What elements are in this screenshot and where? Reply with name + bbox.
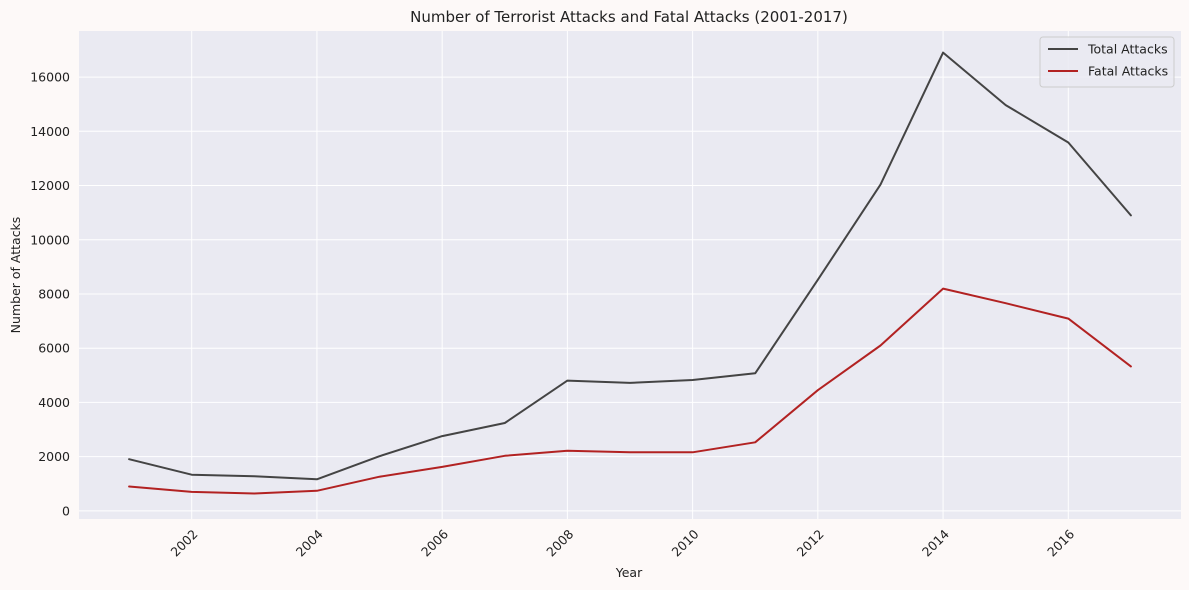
x-axis-label: Year xyxy=(615,565,643,580)
plot-area xyxy=(79,31,1181,519)
y-tick-label: 2000 xyxy=(38,449,70,464)
series-lines xyxy=(128,51,1132,495)
legend: Total Attacks Fatal Attacks xyxy=(1039,36,1175,88)
y-tick-label: 14000 xyxy=(30,124,70,139)
legend-label-fatal-attacks: Fatal Attacks xyxy=(1088,64,1168,79)
y-axis-ticks: 0 2000 4000 6000 8000 10000 12000 14000 16000 xyxy=(30,70,70,519)
y-axis-label: Number of Attacks xyxy=(8,217,23,334)
chart-title: Number of Terrorist Attacks and Fatal At… xyxy=(410,8,848,26)
y-tick-label: 4000 xyxy=(38,395,70,410)
y-tick-label: 16000 xyxy=(30,70,70,85)
series-line-fatal-attacks xyxy=(128,287,1132,495)
grid-lines xyxy=(79,31,1181,519)
y-tick-label: 12000 xyxy=(30,178,70,193)
y-tick-label: 8000 xyxy=(38,286,70,301)
y-tick-label: 0 xyxy=(62,503,70,518)
legend-label-total-attacks: Total Attacks xyxy=(1087,42,1168,57)
series-line-total-attacks xyxy=(128,51,1132,481)
y-tick-label: 10000 xyxy=(30,232,70,247)
y-tick-label: 6000 xyxy=(38,341,70,356)
